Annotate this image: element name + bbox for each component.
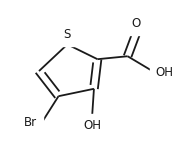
Text: S: S: [64, 28, 71, 41]
Text: OH: OH: [155, 66, 173, 79]
Text: O: O: [132, 17, 141, 30]
Text: OH: OH: [83, 119, 101, 132]
Text: Br: Br: [24, 116, 37, 129]
